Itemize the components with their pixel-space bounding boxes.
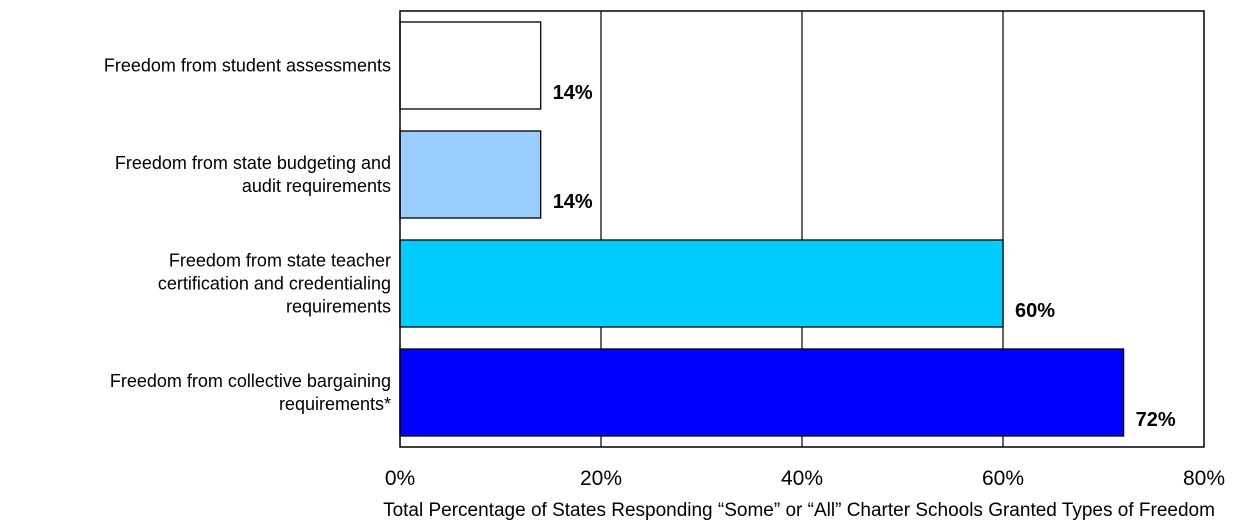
value-label-0: 14% — [553, 82, 593, 104]
x-axis-tick-labels: 0% 20% 40% 60% 80% — [385, 467, 1225, 490]
value-labels: 14% 14% 60% 72% — [553, 82, 1176, 431]
category-label-0: Freedom from student assessments — [104, 56, 391, 76]
category-label-1-line-0: Freedom from state budgeting and — [115, 153, 391, 173]
category-label-2-line-1: certification and credentialing — [158, 274, 391, 294]
category-label-3-line-1: requirements* — [279, 394, 391, 414]
value-label-1: 14% — [553, 191, 593, 213]
category-label-1: Freedom from state budgeting and audit re… — [115, 153, 391, 196]
x-tick-label-60: 60% — [982, 467, 1024, 490]
bar-0 — [399, 21, 542, 110]
value-label-2: 60% — [1015, 300, 1055, 322]
x-tick-label-0: 0% — [385, 467, 415, 490]
category-labels: Freedom from student assessments Freedom … — [104, 56, 391, 415]
bars — [399, 21, 1125, 437]
bar-3 — [399, 348, 1125, 437]
bar-2 — [399, 239, 1004, 328]
x-axis-title: Total Percentage of States Responding “S… — [383, 500, 1215, 521]
category-label-1-line-1: audit requirements — [242, 176, 391, 196]
x-tick-label-20: 20% — [580, 467, 622, 490]
category-label-0-line-0: Freedom from student assessments — [104, 56, 391, 76]
category-label-2: Freedom from state teacher certification … — [158, 251, 391, 317]
category-label-2-line-2: requirements — [286, 297, 391, 317]
x-tick-label-80: 80% — [1183, 467, 1225, 490]
category-label-3: Freedom from collective bargaining requir… — [110, 371, 391, 414]
plot-area-frame — [399, 10, 1205, 448]
bar-1 — [399, 130, 542, 219]
value-label-3: 72% — [1136, 409, 1176, 431]
category-label-3-line-0: Freedom from collective bargaining — [110, 371, 391, 391]
category-label-2-line-0: Freedom from state teacher — [169, 251, 391, 271]
x-tick-label-40: 40% — [781, 467, 823, 490]
